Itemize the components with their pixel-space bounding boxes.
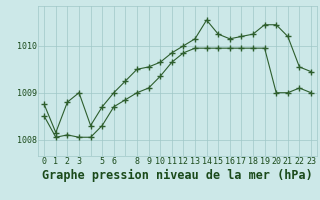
X-axis label: Graphe pression niveau de la mer (hPa): Graphe pression niveau de la mer (hPa) [42,169,313,182]
